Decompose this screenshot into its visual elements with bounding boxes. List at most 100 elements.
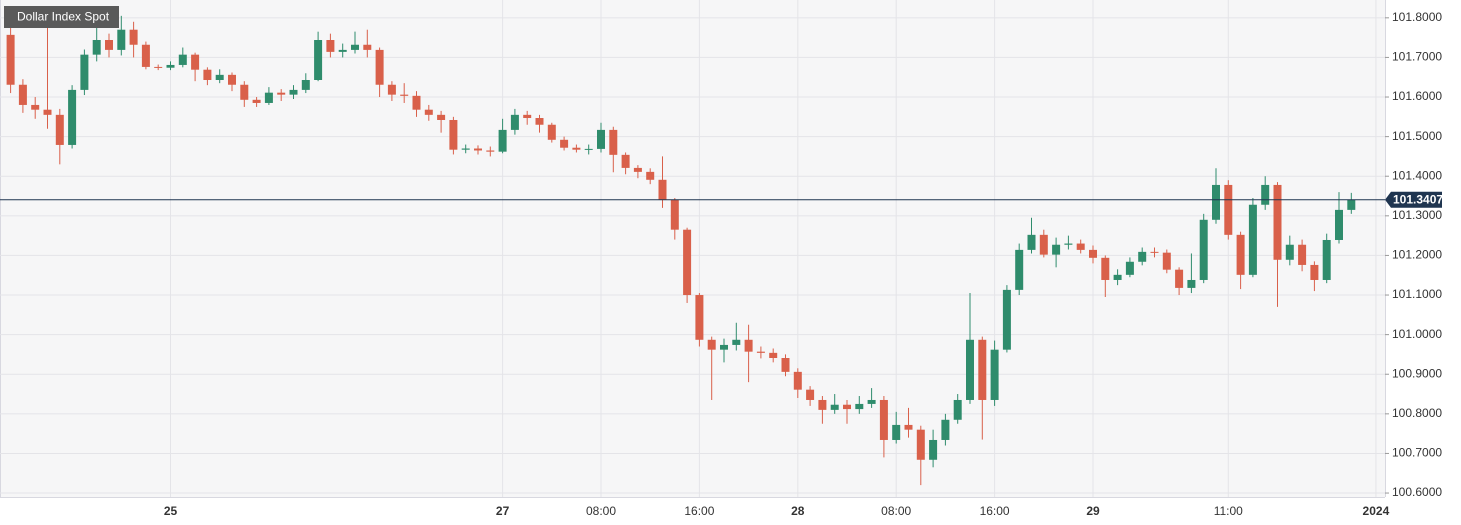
x-tick-label: 27 <box>496 504 510 518</box>
candle-body <box>289 89 298 95</box>
candle-body <box>474 148 482 151</box>
x-tick-label: 29 <box>1086 504 1100 518</box>
candle-body <box>191 54 200 70</box>
candle-body <box>683 229 692 296</box>
candle-body <box>105 39 113 50</box>
candle-body <box>486 150 495 152</box>
candle-body <box>55 114 64 145</box>
candle-body <box>68 89 77 145</box>
candle-body <box>744 339 753 352</box>
candle-body <box>228 74 236 85</box>
candles <box>6 15 1356 486</box>
y-tick-label: 101.4000 <box>1392 168 1442 182</box>
candle-body <box>240 84 249 100</box>
candle-body <box>1322 239 1331 280</box>
candle-body <box>1273 184 1282 260</box>
candle-body <box>1175 269 1184 288</box>
candle-body <box>707 339 716 350</box>
candle-body <box>387 84 396 95</box>
candle-body <box>916 429 925 460</box>
y-tick-label: 101.0000 <box>1392 327 1442 341</box>
candle-body <box>646 171 655 180</box>
candle-body <box>203 69 212 80</box>
candle-body <box>154 66 163 68</box>
candle-body <box>1236 234 1245 275</box>
candle-body <box>510 114 519 130</box>
candle-body <box>437 114 446 120</box>
candle-body <box>117 29 126 50</box>
candle-body <box>92 39 101 55</box>
candle-body <box>1298 244 1307 265</box>
y-tick-label: 101.6000 <box>1392 89 1442 103</box>
candle-body <box>830 404 839 410</box>
candle-body <box>277 92 286 95</box>
candle-body <box>720 344 728 350</box>
x-tick-label: 2024 <box>1363 504 1390 518</box>
candle-body <box>584 148 593 150</box>
candle-body <box>560 139 569 148</box>
candle-body <box>31 104 40 110</box>
candle-body <box>166 64 175 68</box>
candle-body <box>892 424 901 440</box>
candle-body <box>523 114 532 119</box>
x-tick-label: 25 <box>164 504 178 518</box>
candle-body <box>375 49 384 85</box>
candle-body <box>633 167 642 172</box>
candle-body <box>1212 184 1220 220</box>
y-tick-label: 101.5000 <box>1392 129 1442 143</box>
candle-body <box>1125 261 1134 275</box>
candle-body <box>1150 251 1159 253</box>
candle-body <box>904 424 913 430</box>
candle-body <box>1002 289 1011 350</box>
candle-body <box>252 99 261 103</box>
candle-body <box>6 34 15 85</box>
candle-body <box>843 404 851 410</box>
y-tick-label: 101.3000 <box>1392 208 1442 222</box>
last-price-label: 101.3407 <box>1393 192 1443 206</box>
candle-body <box>1027 234 1036 250</box>
candle-body <box>338 49 347 52</box>
candle-body <box>80 54 89 90</box>
y-tick-label: 100.8000 <box>1392 406 1442 420</box>
candle-body <box>498 129 507 152</box>
candle-body <box>695 295 704 340</box>
candle-body <box>363 44 372 50</box>
candle-body <box>1113 274 1122 280</box>
y-tick-label: 101.2000 <box>1392 248 1442 262</box>
candle-body <box>597 129 605 149</box>
candle-body <box>572 147 581 150</box>
candle-body <box>1162 252 1171 270</box>
candle-body <box>535 118 544 125</box>
candle-body <box>412 95 421 110</box>
candle-body <box>424 109 433 115</box>
candle-body <box>756 351 765 353</box>
candle-body <box>732 339 741 345</box>
candle-body <box>1199 219 1208 280</box>
candle-body <box>658 179 667 200</box>
candle-body <box>953 399 962 420</box>
x-tick-label: 11:00 <box>1214 504 1243 518</box>
title-box <box>4 6 119 28</box>
candle-body <box>1310 264 1319 280</box>
candle-body <box>1335 209 1343 240</box>
candle-body <box>670 199 679 230</box>
overlay: 101.3407 <box>0 191 1443 208</box>
y-tick-label: 100.6000 <box>1392 485 1442 499</box>
candle-body <box>879 399 888 440</box>
candle-body <box>1224 184 1233 235</box>
y-tick-label: 100.9000 <box>1392 366 1442 380</box>
candle-body <box>941 419 950 440</box>
candle-body <box>609 129 618 155</box>
candle-body <box>806 389 815 400</box>
chart-title: Dollar Index Spot <box>17 10 110 24</box>
candle-body <box>990 349 999 400</box>
candle-body <box>966 339 974 400</box>
candle-body <box>1076 243 1085 250</box>
candle-body <box>1187 279 1196 288</box>
candle-body <box>351 44 359 50</box>
candle-body <box>215 74 224 80</box>
x-tick-label: 08:00 <box>586 504 616 518</box>
candle-body <box>1285 244 1294 260</box>
x-tick-label: 16:00 <box>980 504 1010 518</box>
